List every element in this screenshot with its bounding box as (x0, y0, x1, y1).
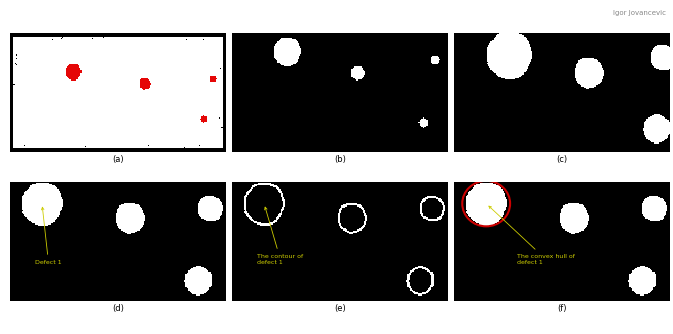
Text: (f): (f) (557, 304, 567, 313)
Text: (a): (a) (112, 155, 124, 164)
Text: (b): (b) (334, 155, 346, 164)
Text: Defect 1: Defect 1 (35, 207, 62, 265)
Text: (c): (c) (557, 155, 567, 164)
Text: The contour of
defect 1: The contour of defect 1 (257, 207, 304, 265)
Text: Igor Jovancevic: Igor Jovancevic (613, 10, 666, 16)
Text: The convex hull of
defect 1: The convex hull of defect 1 (489, 206, 575, 265)
Text: (d): (d) (112, 304, 124, 313)
Text: (e): (e) (334, 304, 346, 313)
